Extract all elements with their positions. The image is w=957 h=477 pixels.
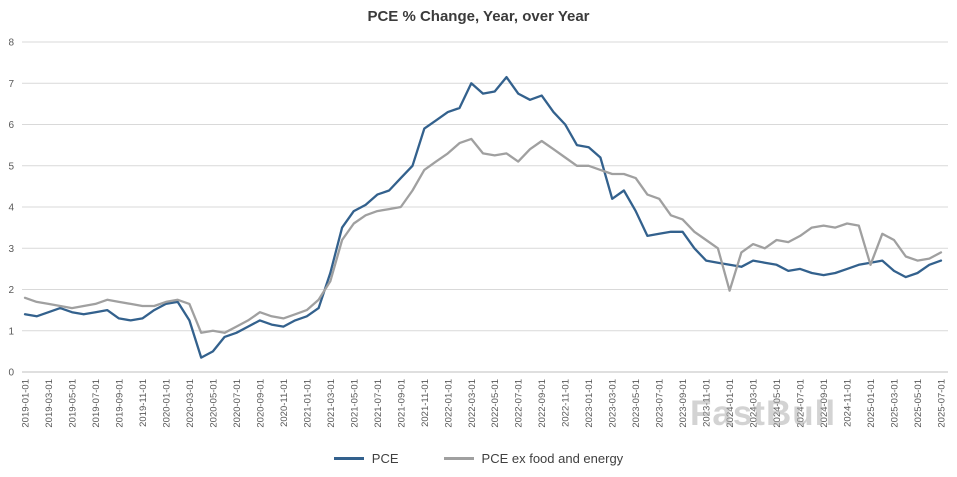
x-tick-label: 2019-03-01 [44,379,55,428]
x-tick-label: 2019-01-01 [21,379,32,428]
x-tick-label: 2021-09-01 [396,379,407,428]
y-tick-label: 7 [8,79,14,90]
x-tick-label: 2021-05-01 [349,379,360,428]
x-tick-label: 2020-11-01 [279,379,290,427]
x-tick-label: 2021-11-01 [420,379,431,427]
series-line-core [23,137,943,334]
legend-item-core: PCE ex food and energy [443,451,624,466]
x-tick-label: 2020-05-01 [208,379,219,428]
x-tick-label: 2020-07-01 [232,379,243,428]
x-tick-label: 2024-09-01 [819,379,830,428]
x-tick-label: 2019-09-01 [114,379,125,428]
x-tick-label: 2023-05-01 [631,379,642,428]
x-tick-label: 2025-03-01 [890,379,901,428]
x-tick-label: 2025-01-01 [866,379,877,428]
core-line-swatch [443,457,474,460]
x-tick-label: 2022-03-01 [467,379,478,428]
chart-title: PCE % Change, Year, over Year [367,8,590,25]
x-tick-label: 2024-11-01 [843,379,854,427]
y-tick-label: 3 [8,244,14,255]
x-tick-label: 2019-07-01 [91,379,102,428]
x-tick-label: 2022-09-01 [537,379,548,428]
x-tick-label: 2025-07-01 [937,379,948,428]
x-tick-label: 2022-01-01 [443,379,454,428]
x-tick-label: 2019-05-01 [67,379,78,428]
line-chart-plot: 0 1 2 3 4 5 6 7 8 2019-01-01 2019-03-01 2019-05-01 2… [8,38,948,428]
x-tick-label: 2020-09-01 [255,379,266,428]
chart-legend: PCE PCE ex food and energy [0,451,957,466]
series-line-pce [23,75,943,359]
x-tick-label: 2024-01-01 [725,379,736,428]
x-tick-label: 2021-01-01 [302,379,313,428]
pce-line-swatch [333,457,364,460]
y-tick-label: 8 [8,38,14,49]
x-tick-label: 2025-05-01 [913,379,924,428]
x-tick-label: 2019-11-01 [138,379,149,427]
x-tick-label: 2024-05-01 [772,379,783,428]
x-tick-label: 2024-07-01 [796,379,807,428]
x-tick-label: 2020-03-01 [185,379,196,428]
y-tick-label: 0 [8,368,14,379]
y-tick-label: 2 [8,285,14,296]
legend-label-pce: PCE [371,451,399,466]
x-tick-label: 2022-07-01 [514,379,525,428]
x-tick-label: 2021-07-01 [373,379,384,428]
x-tick-label: 2021-03-01 [326,379,337,428]
y-tick-label: 4 [8,203,14,214]
x-tick-label: 2023-11-01 [702,379,713,427]
x-tick-label: 2024-03-01 [749,379,760,428]
x-tick-label: 2023-03-01 [608,379,619,428]
legend-item-pce: PCE [333,451,399,466]
x-tick-label: 2020-01-01 [161,379,172,428]
x-tick-label: 2023-07-01 [655,379,666,428]
y-tick-label: 6 [8,120,14,131]
x-tick-label: 2023-01-01 [584,379,595,428]
x-tick-label: 2022-11-01 [561,379,572,427]
y-tick-label: 1 [8,326,14,337]
x-tick-label: 2023-09-01 [678,379,689,428]
y-tick-label: 5 [8,161,14,172]
legend-label-core: PCE ex food and energy [481,451,624,466]
x-tick-label: 2022-05-01 [490,379,501,428]
